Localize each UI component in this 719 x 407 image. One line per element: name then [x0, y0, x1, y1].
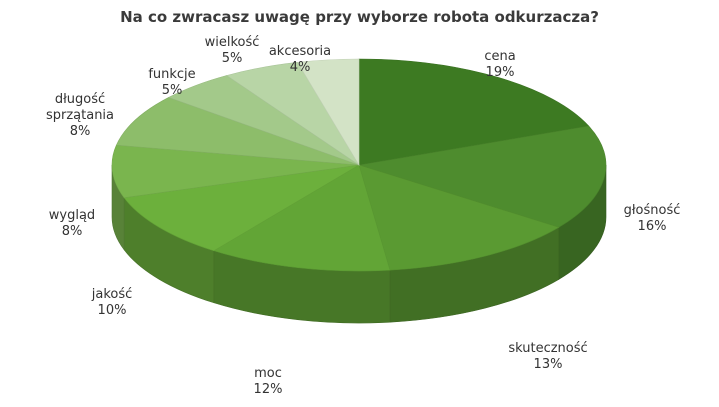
pie-slice-4: [123, 164, 360, 252]
pie-slice-2: [358, 164, 560, 271]
slice-label-2: skuteczność 13%: [508, 341, 587, 372]
slice-label-0: cena 19%: [484, 49, 515, 80]
pie-slice-1: [358, 125, 607, 228]
pie-sides: [111, 164, 607, 324]
slice-label-1: głośność 16%: [624, 203, 681, 234]
slice-label-7: funkcje 5%: [148, 67, 195, 98]
pie-slice-5: [111, 144, 360, 199]
slice-label-4: jakość 10%: [91, 287, 133, 318]
pie-slice-9: [297, 58, 360, 167]
slice-label-8: wielkość 5%: [205, 35, 260, 66]
pie-tops: [111, 58, 607, 272]
chart-title: Na co zwracasz uwagę przy wyborze robota…: [120, 8, 599, 26]
pie-slice-6: [115, 97, 360, 166]
slice-label-5: wygląd 8%: [49, 208, 95, 239]
slice-label-9: akcesoria 4%: [269, 44, 331, 75]
pie-slice-0: [358, 58, 590, 166]
pie-slice-3: [213, 164, 391, 272]
slice-label-6: długość sprzątania 8%: [46, 92, 114, 139]
slice-label-3: moc 12%: [254, 366, 283, 397]
pie-labels: cena 19% głośność 16% skuteczność 13% moc 12% ja…: [46, 35, 680, 397]
